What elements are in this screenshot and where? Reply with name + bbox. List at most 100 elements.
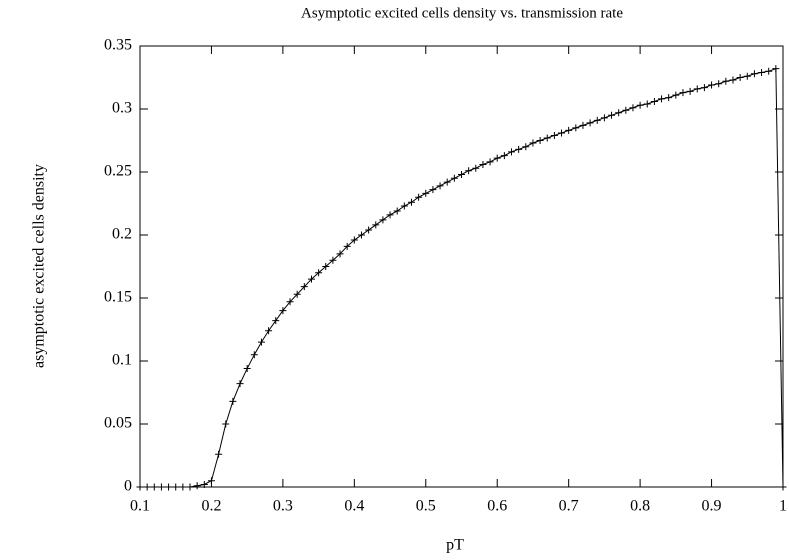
point-marker bbox=[393, 207, 401, 215]
point-marker bbox=[179, 483, 187, 491]
point-marker bbox=[193, 482, 201, 490]
y-tick-label: 0.35 bbox=[104, 37, 132, 54]
point-marker bbox=[329, 256, 337, 264]
point-marker bbox=[307, 275, 315, 283]
point-marker bbox=[272, 317, 280, 325]
point-marker bbox=[172, 483, 180, 491]
point-marker bbox=[729, 76, 737, 84]
point-marker bbox=[465, 167, 473, 175]
point-marker bbox=[357, 231, 365, 239]
point-marker bbox=[365, 226, 373, 234]
point-marker bbox=[579, 121, 587, 129]
point-marker bbox=[679, 89, 687, 97]
point-marker bbox=[243, 365, 251, 373]
point-marker bbox=[315, 269, 323, 277]
point-marker bbox=[236, 380, 244, 388]
point-marker bbox=[136, 483, 144, 491]
point-marker bbox=[593, 116, 601, 124]
point-marker bbox=[436, 182, 444, 190]
point-marker bbox=[536, 137, 544, 144]
point-marker bbox=[508, 148, 516, 156]
point-marker bbox=[736, 74, 744, 81]
y-axis-label: asymptotic excited cells density bbox=[31, 164, 48, 368]
point-marker bbox=[300, 283, 308, 291]
point-marker bbox=[143, 483, 151, 491]
point-marker bbox=[250, 351, 258, 359]
point-marker bbox=[200, 480, 208, 488]
y-tick-label: 0.15 bbox=[104, 289, 132, 306]
point-marker bbox=[672, 91, 680, 99]
point-marker bbox=[636, 101, 644, 109]
point-marker bbox=[265, 327, 273, 335]
point-marker bbox=[565, 126, 573, 134]
point-marker bbox=[343, 242, 351, 250]
point-marker bbox=[529, 139, 537, 147]
point-marker bbox=[229, 397, 237, 405]
point-marker bbox=[758, 68, 766, 76]
point-marker bbox=[215, 450, 223, 458]
x-tick-label: 0.3 bbox=[273, 498, 293, 515]
point-marker bbox=[779, 483, 787, 491]
point-marker bbox=[708, 81, 716, 89]
point-marker bbox=[600, 114, 608, 122]
point-marker bbox=[486, 158, 494, 166]
x-tick-label: 0.9 bbox=[702, 498, 722, 515]
point-marker bbox=[407, 198, 415, 206]
point-marker bbox=[643, 100, 651, 108]
x-tick-label: 0.5 bbox=[416, 498, 436, 515]
point-marker bbox=[336, 250, 344, 258]
y-tick-label: 0.3 bbox=[112, 100, 132, 117]
point-marker bbox=[443, 178, 451, 186]
point-marker bbox=[743, 72, 751, 80]
data-line bbox=[140, 67, 784, 488]
point-marker bbox=[493, 154, 501, 162]
point-marker bbox=[207, 477, 215, 485]
x-tick-label: 0.1 bbox=[130, 498, 150, 515]
point-marker bbox=[693, 85, 701, 93]
point-marker bbox=[686, 87, 694, 95]
point-marker bbox=[372, 221, 380, 229]
point-marker bbox=[458, 171, 465, 179]
x-tick-label: 0.2 bbox=[201, 498, 221, 515]
chart-title: Asymptotic excited cells density vs. tra… bbox=[301, 5, 623, 21]
x-tick-label: 0.8 bbox=[630, 498, 650, 515]
point-marker bbox=[615, 109, 623, 117]
x-axis-label: pT bbox=[446, 537, 464, 554]
point-marker bbox=[472, 164, 480, 172]
point-marker bbox=[700, 84, 708, 92]
x-tick-label: 0.7 bbox=[559, 498, 579, 515]
point-marker bbox=[572, 124, 580, 132]
point-marker bbox=[500, 152, 508, 160]
point-marker bbox=[722, 77, 730, 85]
point-marker bbox=[522, 143, 530, 151]
point-marker bbox=[150, 483, 158, 491]
y-tick-label: 0.05 bbox=[104, 415, 132, 432]
point-marker bbox=[586, 119, 594, 127]
point-marker bbox=[765, 67, 773, 75]
y-tick-label: 0 bbox=[124, 478, 132, 495]
point-marker bbox=[293, 290, 301, 298]
point-marker bbox=[386, 211, 394, 219]
point-marker bbox=[543, 134, 551, 142]
point-marker bbox=[379, 216, 387, 224]
x-tick-label: 1 bbox=[779, 498, 787, 515]
x-tick-label: 0.4 bbox=[344, 498, 364, 515]
point-marker bbox=[422, 189, 430, 197]
point-marker bbox=[650, 97, 658, 105]
point-marker bbox=[629, 104, 637, 112]
point-marker bbox=[157, 483, 165, 491]
point-marker bbox=[665, 94, 673, 102]
point-marker bbox=[715, 80, 723, 88]
point-marker bbox=[772, 65, 780, 73]
point-marker bbox=[608, 111, 616, 119]
point-marker bbox=[450, 174, 458, 182]
point-marker bbox=[622, 106, 630, 114]
point-marker bbox=[186, 483, 194, 491]
x-tick-label: 0.6 bbox=[487, 498, 507, 515]
point-marker bbox=[400, 202, 408, 210]
point-marker bbox=[222, 420, 230, 428]
point-marker bbox=[415, 193, 423, 201]
point-marker bbox=[658, 95, 666, 103]
point-marker bbox=[558, 129, 566, 137]
